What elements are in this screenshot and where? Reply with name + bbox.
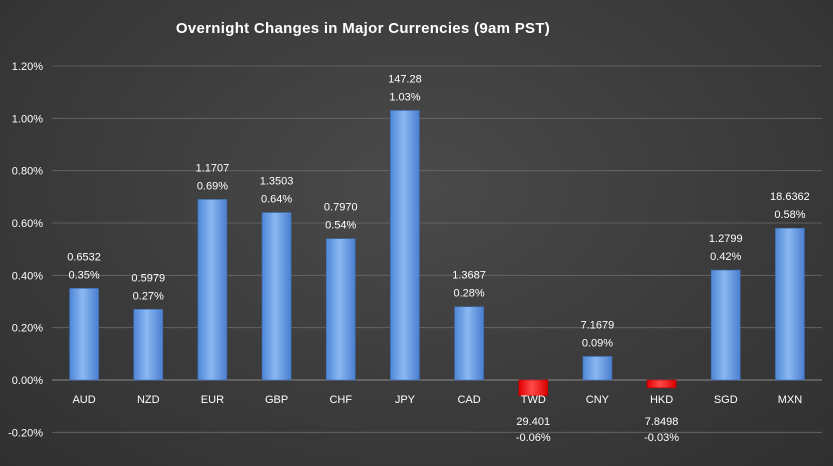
y-axis: -0.20% 0.00% 0.20% 0.40% 0.60% 0.80% 1.00% 1.20… bbox=[8, 61, 43, 439]
x-tick-label: HKD bbox=[650, 394, 673, 406]
x-tick-label: TWD bbox=[521, 394, 546, 406]
rate-label: 18.6362 bbox=[770, 191, 810, 203]
pct-label: 0.27% bbox=[133, 290, 164, 302]
rate-label: 1.1707 bbox=[196, 162, 230, 174]
x-tick-label: JPY bbox=[395, 394, 416, 406]
bar-aud bbox=[69, 288, 99, 381]
rate-label: 0.7970 bbox=[324, 202, 358, 214]
x-axis: AUD NZD EUR GBP CHF JPY CAD TWD CNY HKD SGD MXN bbox=[72, 394, 802, 406]
pct-label: 0.42% bbox=[710, 251, 741, 263]
x-tick-label: CAD bbox=[457, 394, 480, 406]
bar-eur bbox=[197, 199, 228, 381]
bar-mxn bbox=[775, 227, 805, 381]
rate-label: 1.3503 bbox=[260, 176, 294, 188]
y-tick-label: 1.00% bbox=[12, 113, 43, 125]
rate-label: 1.3687 bbox=[452, 270, 486, 282]
pct-label: 0.54% bbox=[325, 220, 356, 232]
y-tick-label: 0.60% bbox=[12, 218, 43, 230]
y-tick-label: -0.20% bbox=[8, 427, 43, 439]
y-tick-label: 0.20% bbox=[12, 323, 43, 335]
bar-jpy bbox=[390, 110, 420, 381]
bar-cad bbox=[454, 306, 484, 381]
x-tick-label: SGD bbox=[714, 394, 738, 406]
rate-label: 29.401 bbox=[516, 416, 550, 428]
rate-label: 147.28 bbox=[388, 73, 422, 85]
pct-label: -0.06% bbox=[516, 432, 551, 444]
x-tick-label: CHF bbox=[329, 394, 352, 406]
chart-title: Overnight Changes in Major Currencies (9… bbox=[176, 20, 550, 37]
rate-label: 0.5979 bbox=[131, 272, 165, 284]
bar-chf bbox=[325, 238, 356, 381]
x-tick-label: AUD bbox=[72, 394, 95, 406]
pct-label: 0.69% bbox=[197, 180, 228, 192]
bar-cny bbox=[582, 356, 613, 381]
bar-nzd bbox=[133, 309, 164, 381]
bar-gbp bbox=[261, 212, 292, 381]
pct-label: 0.35% bbox=[68, 269, 99, 281]
bar-sgd bbox=[710, 269, 741, 381]
x-tick-label: CNY bbox=[586, 394, 610, 406]
y-tick-label: 0.80% bbox=[12, 166, 43, 178]
bar-hkd bbox=[646, 379, 677, 389]
data-labels: 0.6532 0.35% 0.5979 0.27% 1.1707 0.69% 1.3503 0… bbox=[67, 73, 810, 444]
rate-label: 7.8498 bbox=[645, 416, 679, 428]
bar-twd bbox=[518, 379, 549, 396]
rate-label: 0.6532 bbox=[67, 251, 101, 263]
y-tick-label: 1.20% bbox=[12, 61, 43, 73]
bars bbox=[69, 110, 805, 396]
pct-label: 0.09% bbox=[582, 337, 613, 349]
rate-label: 7.1679 bbox=[581, 319, 615, 331]
x-tick-label: EUR bbox=[201, 394, 224, 406]
x-tick-label: GBP bbox=[265, 394, 288, 406]
y-tick-label: 0.40% bbox=[12, 270, 43, 282]
rate-label: 1.2799 bbox=[709, 233, 743, 245]
x-tick-label: MXN bbox=[778, 394, 803, 406]
pct-label: 0.64% bbox=[261, 194, 292, 206]
pct-label: -0.03% bbox=[644, 432, 679, 444]
x-tick-label: NZD bbox=[137, 394, 160, 406]
y-tick-label: 0.00% bbox=[12, 375, 43, 387]
pct-label: 0.28% bbox=[453, 288, 484, 300]
pct-label: 1.03% bbox=[389, 91, 420, 103]
grid-layer bbox=[52, 65, 822, 433]
pct-label: 0.58% bbox=[774, 209, 805, 221]
